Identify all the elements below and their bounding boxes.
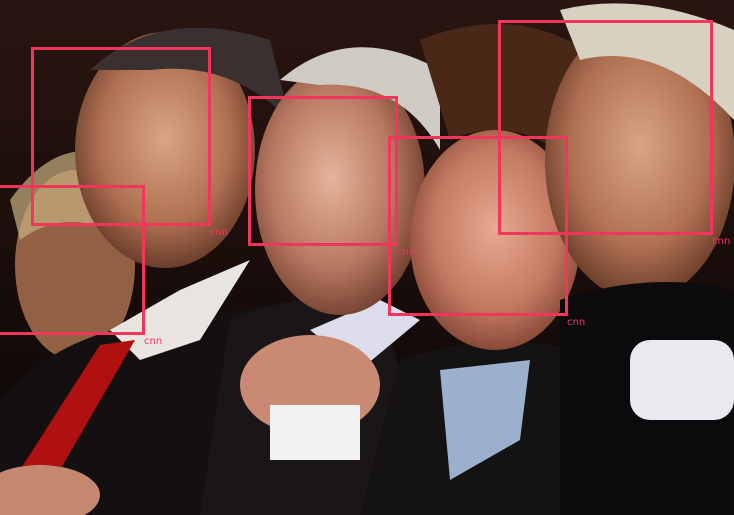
detection-box-2	[248, 96, 398, 246]
detection-box-3	[0, 185, 145, 335]
detection-label-3: cnn	[144, 336, 163, 347]
detection-box-5	[498, 20, 713, 235]
detection-box-4	[388, 136, 568, 316]
detection-label-4: cnn	[567, 317, 586, 328]
detection-box-1	[31, 47, 211, 226]
detection-label-2: cnn	[397, 247, 416, 258]
detection-label-1: cnn	[210, 227, 229, 238]
detection-label-5: cnn	[712, 236, 731, 247]
